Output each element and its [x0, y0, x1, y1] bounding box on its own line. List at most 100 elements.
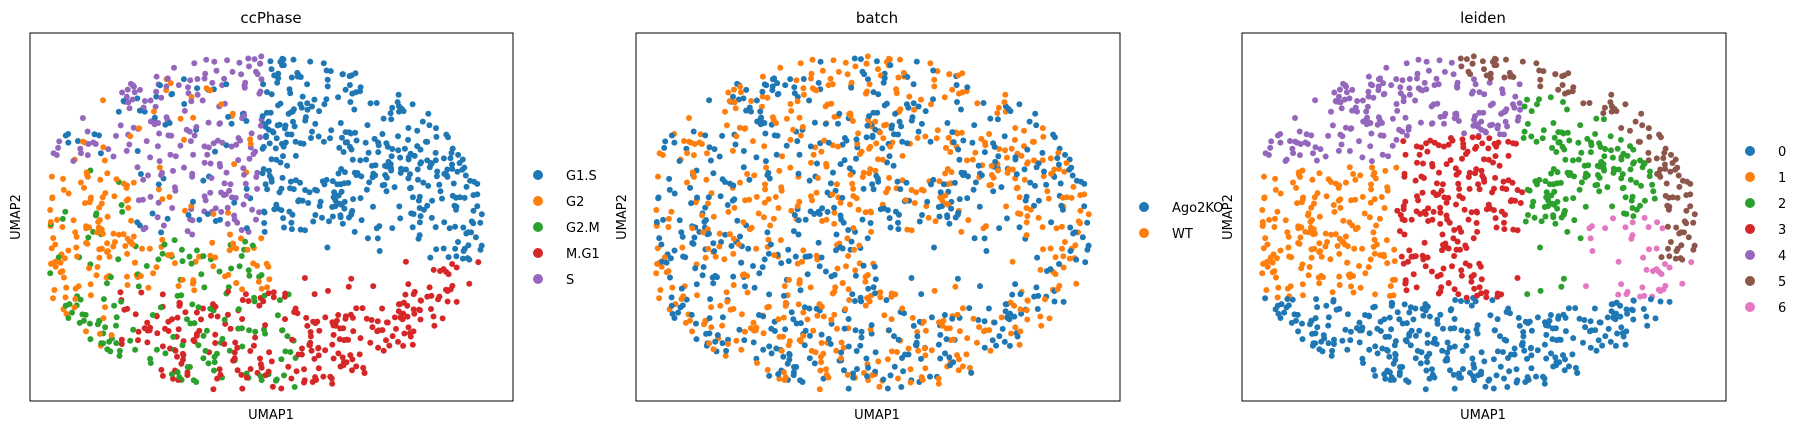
scatter-point — [779, 153, 786, 160]
scatter-point — [232, 339, 239, 346]
scatter-point — [55, 144, 62, 151]
scatter-point — [1264, 258, 1271, 265]
scatter-point — [881, 75, 888, 82]
scatter-point — [194, 91, 201, 98]
scatter-point — [119, 208, 126, 215]
scatter-point — [273, 156, 280, 163]
scatter-point — [184, 228, 191, 235]
scatter-point — [1339, 337, 1346, 344]
scatter-point — [1011, 302, 1018, 309]
scatter-point — [837, 212, 844, 219]
scatter-point — [205, 360, 212, 367]
scatter-point — [1554, 205, 1561, 212]
scatter-point — [1356, 138, 1362, 145]
scatter-point — [187, 77, 194, 84]
scatter-point — [1641, 292, 1648, 299]
scatter-point — [1400, 260, 1407, 267]
scatter-point — [404, 302, 411, 309]
scatter-point — [946, 220, 953, 227]
scatter-point — [233, 245, 240, 252]
scatter-point — [1439, 181, 1446, 188]
scatter-point — [1336, 182, 1343, 189]
scatter-point — [1415, 56, 1422, 63]
scatter-point — [146, 245, 153, 252]
scatter-point — [1069, 172, 1076, 179]
scatter-point — [1357, 284, 1364, 291]
scatter-point — [1601, 104, 1608, 111]
scatter-point — [477, 219, 484, 226]
scatter-point — [102, 304, 108, 311]
scatter-point — [1429, 366, 1435, 373]
scatter-point — [1483, 289, 1490, 296]
scatter-point — [1548, 350, 1554, 357]
scatter-point — [751, 172, 758, 179]
scatter-point — [125, 99, 132, 106]
scatter-point — [350, 328, 357, 335]
scatter-point — [754, 118, 761, 125]
scatter-point — [1619, 171, 1626, 178]
scatter-point — [65, 139, 72, 146]
scatter-point — [752, 327, 759, 334]
scatter-point — [1638, 110, 1645, 117]
y-axis-label: UMAP2 — [1221, 194, 1236, 240]
scatter-point — [1610, 215, 1616, 222]
legend-marker — [533, 222, 543, 232]
scatter-point — [1312, 144, 1319, 151]
scatter-point — [705, 230, 712, 237]
scatter-point — [1460, 366, 1466, 372]
scatter-point — [227, 181, 234, 188]
scatter-point — [1528, 352, 1535, 359]
scatter-point — [764, 94, 771, 101]
scatter-point — [340, 362, 347, 369]
scatter-point — [1263, 287, 1270, 293]
scatter-point — [704, 150, 710, 157]
scatter-point — [207, 189, 214, 196]
scatter-point — [764, 304, 771, 311]
scatter-point — [155, 181, 162, 188]
scatter-point — [1333, 306, 1340, 313]
scatter-point — [800, 76, 807, 82]
scatter-point — [1322, 243, 1329, 250]
scatter-point — [1674, 194, 1681, 201]
scatter-point — [1259, 219, 1266, 225]
scatter-point — [1323, 302, 1330, 309]
scatter-point — [809, 56, 816, 63]
scatter-point — [1658, 271, 1665, 278]
scatter-point — [1652, 315, 1659, 322]
scatter-point — [1314, 324, 1321, 331]
scatter-point — [986, 131, 993, 137]
scatter-point — [1560, 99, 1566, 105]
scatter-point — [753, 193, 760, 200]
scatter-point — [863, 355, 870, 362]
scatter-point — [1045, 195, 1052, 202]
scatter-point — [204, 211, 211, 217]
scatter-point — [269, 383, 276, 390]
scatter-point — [1592, 327, 1599, 334]
scatter-point — [875, 91, 882, 98]
scatter-point — [48, 245, 55, 252]
scatter-point — [169, 316, 175, 323]
scatter-point — [946, 354, 953, 361]
scatter-point — [353, 305, 360, 312]
scatter-point — [1344, 346, 1351, 353]
scatter-point — [47, 219, 54, 225]
scatter-point — [265, 290, 272, 297]
scatter-point — [1545, 197, 1552, 204]
scatter-point — [233, 141, 240, 148]
scatter-point — [1292, 138, 1299, 145]
scatter-point — [1040, 173, 1047, 180]
scatter-point — [877, 129, 883, 136]
scatter-point — [241, 84, 248, 91]
scatter-point — [1647, 296, 1654, 303]
scatter-point — [290, 56, 297, 63]
scatter-point — [357, 84, 364, 91]
scatter-point — [998, 314, 1005, 321]
scatter-point — [296, 197, 302, 204]
scatter-point — [691, 234, 698, 241]
scatter-point — [841, 367, 847, 374]
scatter-point — [137, 273, 144, 279]
scatter-point — [898, 384, 905, 390]
scatter-point — [335, 350, 342, 357]
scatter-point — [1008, 145, 1015, 152]
scatter-point — [1068, 194, 1075, 201]
